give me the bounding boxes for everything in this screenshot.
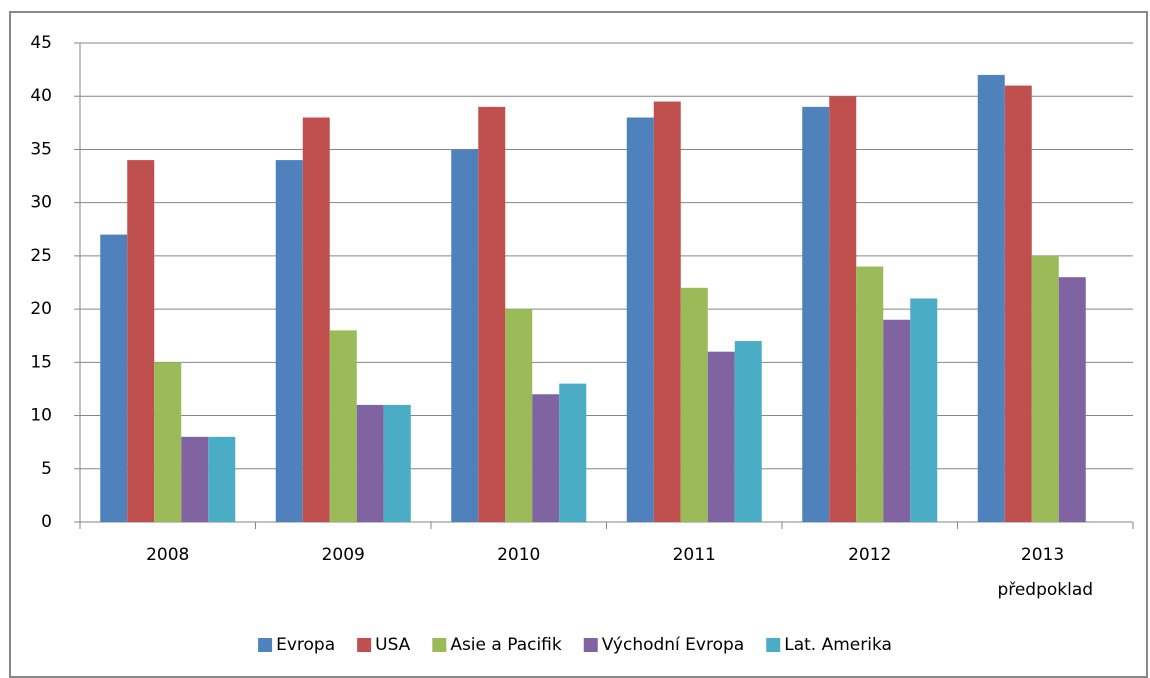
bar (154, 362, 182, 522)
y-tick-label: 0 (41, 512, 52, 532)
x-tick-label: 2008 (146, 545, 189, 565)
y-tick-label: 25 (30, 246, 52, 266)
legend-label: Evropa (276, 635, 335, 655)
bar (626, 117, 654, 522)
x-tick-label: 2010 (497, 545, 540, 565)
x-tick-label: 2012 (848, 545, 891, 565)
bar (532, 394, 560, 522)
bar (451, 149, 479, 522)
legend-label: Asie a Pacifik (450, 635, 562, 655)
bar (329, 330, 357, 522)
y-tick-label: 35 (30, 139, 52, 159)
bar (829, 96, 857, 522)
legend-swatch (766, 638, 781, 652)
bar (707, 351, 735, 522)
y-tick-label: 40 (30, 86, 52, 106)
legend-label: Východní Evropa (602, 635, 744, 655)
bar (1004, 85, 1032, 523)
x-tick-label: 2013 předpoklad (997, 545, 1093, 600)
chart-frame (9, 11, 1148, 678)
bar (302, 117, 330, 522)
legend-swatch (583, 638, 598, 652)
legend-swatch (432, 638, 447, 652)
legend-label: Lat. Amerika (784, 635, 892, 655)
bar (883, 319, 911, 522)
bar (856, 266, 884, 522)
bar (802, 106, 830, 522)
bar (977, 74, 1005, 522)
legend-label: USA (375, 635, 411, 655)
y-tick-label: 30 (30, 193, 52, 213)
y-tick-label: 5 (41, 459, 52, 479)
y-tick-label: 15 (30, 352, 52, 372)
bar (505, 309, 533, 522)
y-tick-label: 20 (30, 299, 52, 319)
bar (478, 106, 506, 522)
x-tick-label: 2009 (322, 545, 365, 565)
bar (181, 436, 209, 522)
bar (356, 404, 384, 522)
legend-swatch (357, 638, 372, 652)
y-tick-label: 45 (30, 33, 52, 53)
bar (680, 287, 708, 522)
y-tick-label: 10 (30, 406, 52, 426)
bar (127, 160, 155, 523)
bar (1031, 255, 1059, 522)
bar (734, 341, 762, 522)
bar (1058, 277, 1086, 522)
bar (383, 404, 411, 522)
bar (100, 234, 128, 522)
bar (653, 101, 681, 523)
x-tick-label: 2011 (673, 545, 716, 565)
legend-swatch (258, 638, 273, 652)
bar (275, 160, 303, 523)
bar (208, 436, 236, 522)
bar (559, 383, 587, 522)
bar (910, 298, 938, 522)
